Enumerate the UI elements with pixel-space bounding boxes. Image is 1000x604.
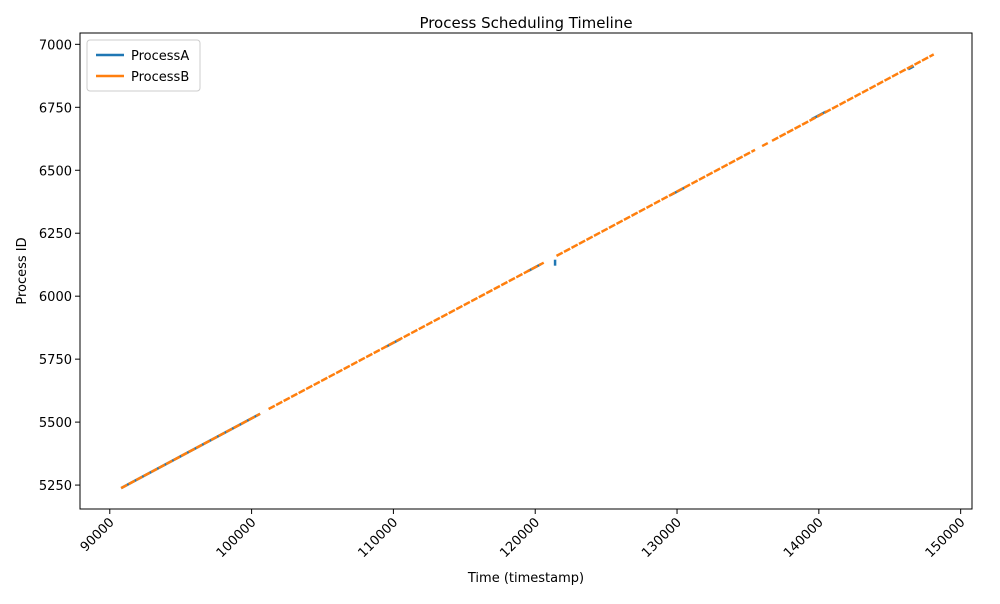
y-tick-label: 6750 (39, 101, 72, 116)
legend-label-processa: ProcessA (131, 49, 189, 64)
legend: ProcessA ProcessB (86, 39, 201, 92)
y-tick-label: 6250 (39, 227, 72, 242)
series-line-processb (771, 53, 935, 142)
y-tick-label: 6000 (39, 290, 72, 305)
series-layer (120, 53, 935, 490)
y-tick-label: 5250 (39, 479, 72, 494)
plot-area (120, 53, 935, 490)
legend-label-processb: ProcessB (131, 70, 189, 85)
chart-title: Process Scheduling Timeline (419, 14, 632, 32)
y-tick-label: 5750 (39, 353, 72, 368)
series-line-processb (120, 412, 261, 490)
y-axis: 5250 5500 5750 6000 6250 6500 6750 7000 (39, 38, 80, 494)
y-tick-label: 5500 (39, 416, 72, 431)
y-tick-label: 7000 (39, 38, 72, 53)
y-tick-label: 6500 (39, 164, 72, 179)
plot-frame (79, 32, 973, 510)
series-line-processb (761, 141, 769, 148)
legend-box (86, 39, 201, 92)
series-line-processb (268, 261, 545, 411)
series-line-processb (555, 148, 756, 257)
x-axis-label: Time (timestamp) (467, 571, 584, 586)
y-axis-label: Process ID (15, 237, 30, 304)
